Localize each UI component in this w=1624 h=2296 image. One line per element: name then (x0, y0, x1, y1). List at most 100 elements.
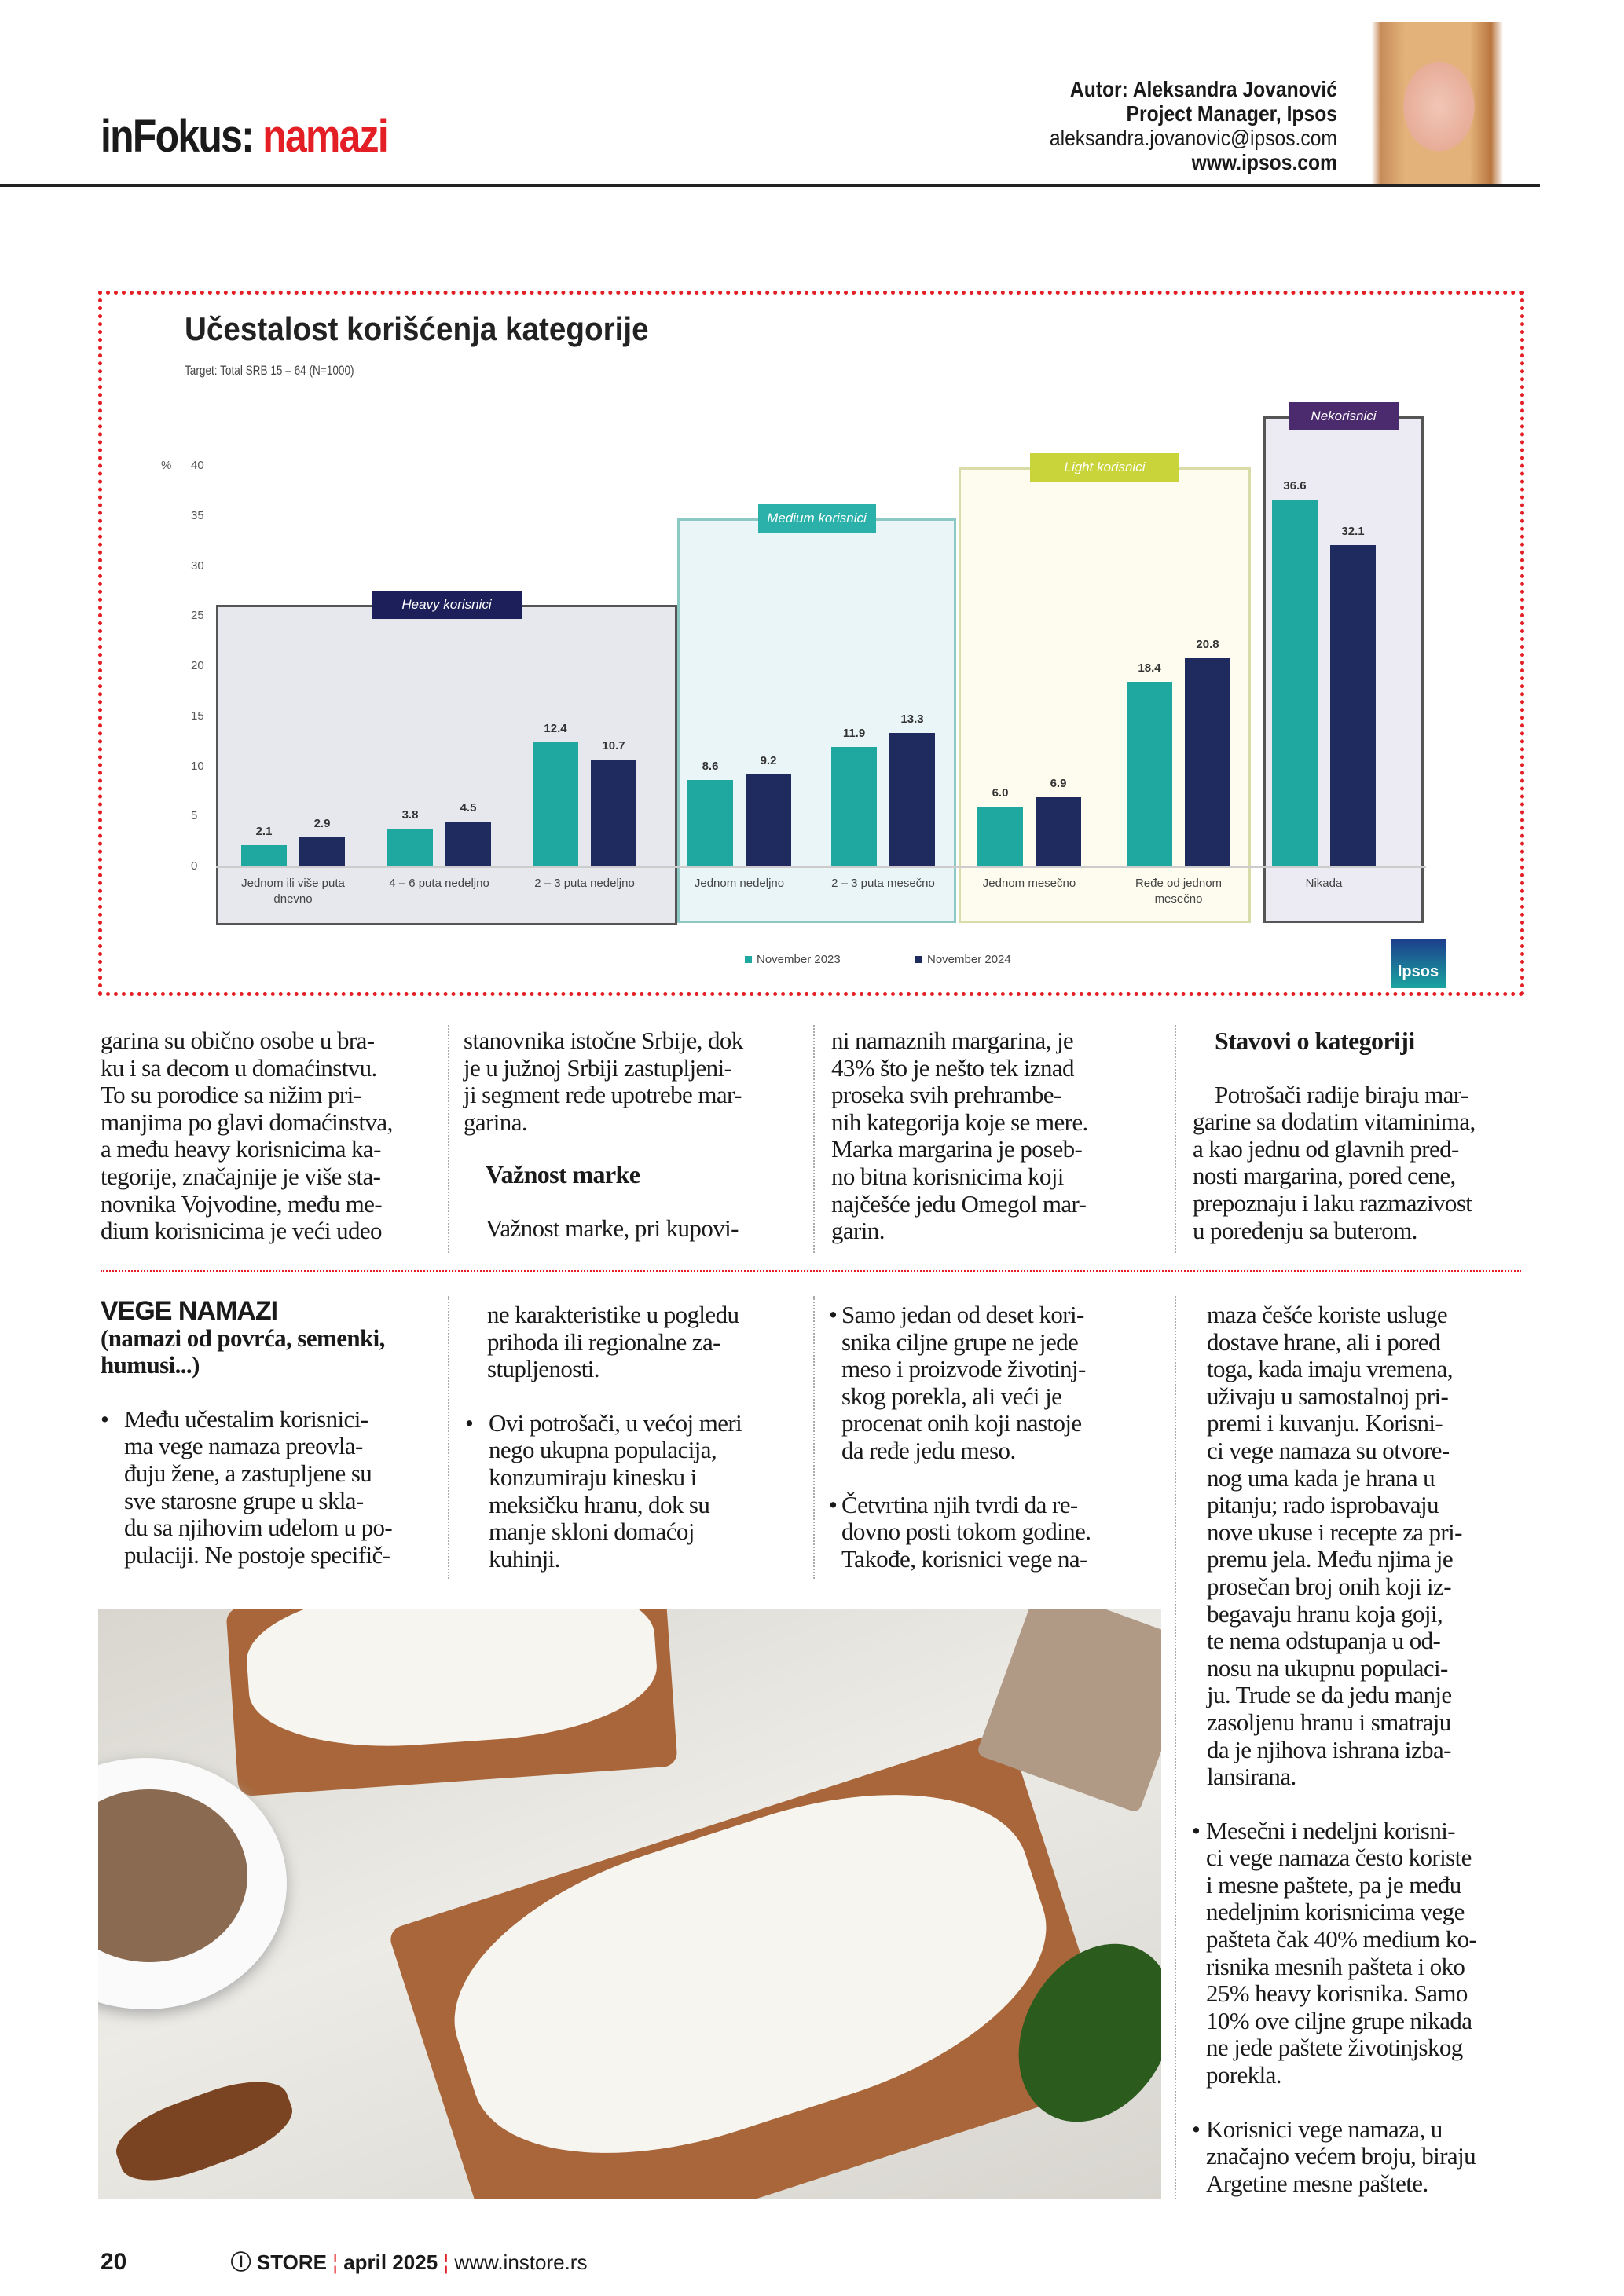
text-line: meksičku hranu, dok su (489, 1490, 710, 1518)
text-line: nosti margarina, pored cene, (1193, 1162, 1456, 1190)
bar-2024 (1185, 657, 1230, 866)
data-label: 32.1 (1341, 524, 1365, 538)
author-photo (1359, 22, 1512, 185)
text-line: porekla. (1206, 2061, 1282, 2089)
group-label: Heavy korisnici (372, 591, 522, 619)
text-line: dostave hrane, ali i pored (1207, 1327, 1440, 1356)
author-website[interactable]: www.ipsos.com (1191, 150, 1337, 174)
category-label: Jednom mesečno (982, 877, 1076, 890)
section-prefix: inFokus: (101, 111, 263, 162)
section-topic: namazi (262, 111, 389, 162)
text-line: Takođe, korisnici vege na- (841, 1544, 1087, 1573)
legend-item: November 2023 (745, 953, 841, 966)
vege-column-2: ne karakteristike u pogledu prihoda ili r… (465, 1301, 742, 1573)
text-line: premi i kuvanju. Korisni- (1207, 1409, 1443, 1437)
bar-2023 (831, 747, 877, 866)
text-line: uživaju u samostalnoj pri- (1207, 1382, 1449, 1410)
text-line: đuju žene, a zastupljene su (124, 1459, 372, 1487)
data-label: 36.6 (1283, 479, 1307, 493)
text-line: Ovi potrošači, u većoj meri (489, 1408, 742, 1437)
text-line: ci vege namaza često koriste (1206, 1844, 1472, 1872)
chart-subtitle: Target: Total SRB 15 – 64 (N=1000) (185, 363, 354, 378)
text-line: maza češće koriste usluge (1207, 1301, 1448, 1328)
text-line: manje skloni domaćoj (489, 1518, 695, 1546)
text-line: dium korisnicima je veći udeo (101, 1217, 383, 1245)
data-label: 11.9 (842, 727, 866, 741)
text-line: toga, kada imaju vremena, (1207, 1355, 1454, 1383)
text-line: garina su obično osobe u bra- (101, 1027, 375, 1054)
text-line: pitanju; rado isprobavaju (1207, 1491, 1439, 1519)
y-tick-label: 30 (191, 558, 204, 573)
text-line: novnika Vojvodine, među me- (101, 1189, 383, 1218)
text-line: a kao jednu od glavnih pred- (1193, 1134, 1459, 1163)
data-label: 2.1 (255, 825, 273, 839)
paragraph: Potrošači radije biraju mar-garine sa do… (1193, 1080, 1476, 1245)
text-line: Potrošači radije biraju mar- (1215, 1080, 1468, 1108)
text-line: tegorije, značajnije je više sta- (101, 1162, 381, 1190)
text-line: Među učestalim korisnici- (124, 1404, 368, 1433)
text-line: Samo jedan od deset kori- (841, 1301, 1084, 1328)
bullet-item: Među učestalim korisnici-ma vege namaza … (101, 1404, 393, 1569)
text-line: u poređenju sa buterom. (1193, 1216, 1417, 1244)
author-email[interactable]: aleksandra.jovanovic@ipsos.com (1049, 126, 1337, 150)
header-rule (0, 184, 1540, 187)
data-label: 6.9 (1050, 777, 1067, 791)
text-line: nedeljnim korisnicima vege (1206, 1898, 1465, 1926)
bullet-item: Četvrtina njih tvrdi da re-dovno posti t… (829, 1491, 1091, 1573)
author-role: Project Manager, Ipsos (1126, 101, 1337, 126)
instore-logo-icon: Ⓘ (230, 2250, 251, 2274)
text-column-4: Stavovi o kategoriji Potrošači radije bi… (1193, 1027, 1476, 1244)
bar-2024 (591, 759, 636, 866)
text-line: begavaju hranu koja goji, (1207, 1599, 1443, 1628)
category-label: Jednom nedeljno (694, 877, 785, 890)
y-tick-label: 0 (191, 859, 198, 873)
y-tick-label: 25 (191, 609, 204, 623)
data-label: 4.5 (460, 800, 477, 815)
page-number: 20 (101, 2249, 127, 2275)
text-line: ma vege namaza preovla- (124, 1432, 363, 1460)
data-label: 2.9 (313, 817, 331, 831)
text-line: stupljenosti. (487, 1355, 600, 1383)
vege-column-1: VEGE NAMAZI (namazi od povrća, semenki, h… (101, 1298, 393, 1569)
text-line: ju. Trude se da jedu manje (1207, 1681, 1452, 1709)
chart-frame (98, 291, 1524, 996)
legend-swatch (745, 956, 752, 963)
legend-swatch (915, 956, 922, 963)
text-line: risnika mesnih pašteta i oko (1206, 1952, 1465, 1980)
bullet-item: Samo jedan od deset kori-snika ciljne gr… (829, 1301, 1091, 1465)
text-line: premu jela. Među njima je (1207, 1545, 1454, 1573)
section-divider (101, 1270, 1521, 1272)
text-line: nih kategorija koje se mere. (831, 1108, 1088, 1136)
y-tick-label: 5 (191, 809, 198, 823)
text-line: konzumiraju kinesku i (489, 1463, 697, 1491)
magazine-url[interactable]: www.instore.rs (454, 2250, 588, 2274)
text-line: no bitna korisnicima koji (831, 1162, 1064, 1190)
text-line: proseka svih prehrambe- (831, 1081, 1061, 1109)
text-line: sve starosne grupe u skla- (124, 1486, 364, 1514)
text-line: najčešće jedu Omegol mar- (831, 1189, 1087, 1218)
y-tick-label: 10 (191, 759, 204, 773)
group-label: Light korisnici (1030, 453, 1179, 482)
text-line: da ređe jedu meso. (841, 1436, 1016, 1464)
text-line: garine sa dodatim vitaminima, (1193, 1108, 1476, 1136)
magazine-brand: STORE (256, 2250, 327, 2274)
group-label: Nekorisnici (1289, 402, 1399, 430)
category-label: 4 – 6 puta nedeljno (389, 877, 489, 890)
data-label: 18.4 (1138, 661, 1161, 676)
issue-date: april 2025 (343, 2250, 438, 2274)
data-label: 20.8 (1196, 637, 1219, 651)
paragraph: stanovnika istočne Srbije, dok je u južno… (464, 1027, 743, 1136)
category-label: 2 – 3 puta nedeljno (534, 877, 635, 890)
text-line: ni namaznih margarina, je (831, 1027, 1074, 1054)
text-line: meso i proizvode životinj- (841, 1355, 1086, 1383)
category-label: 2 – 3 puta mesečno (831, 877, 935, 890)
text-column-2: stanovnika istočne Srbije, dok je u južno… (464, 1027, 743, 1243)
text-line: To su porodice sa nižim pri- (101, 1081, 361, 1109)
text-line: snika ciljne grupe ne jede (841, 1327, 1079, 1356)
text-line: nego ukupna populacija, (489, 1436, 717, 1464)
category-label: Ređe od jednom mesečno (1135, 877, 1223, 906)
ipsos-logo: Ipsos (1391, 939, 1446, 988)
text-line: manjima po glavi domaćinstva, (101, 1108, 393, 1136)
category-label: Jednom ili više puta dnevno (241, 877, 345, 906)
text-line: stanovnika istočne Srbije, dok (464, 1027, 743, 1054)
